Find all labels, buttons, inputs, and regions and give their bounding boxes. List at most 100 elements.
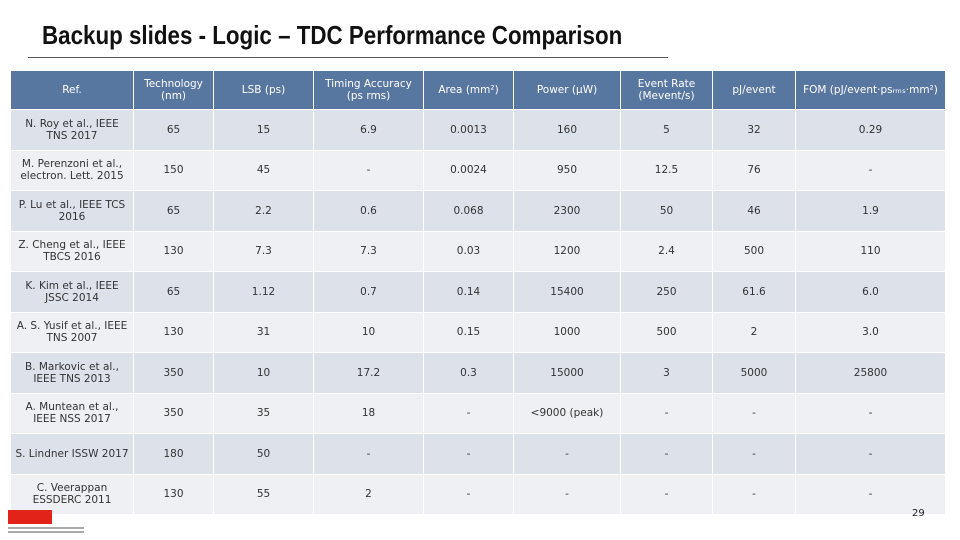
data-cell: -	[620, 392, 713, 434]
data-cell: -	[795, 149, 946, 191]
data-cell: 32	[712, 109, 796, 151]
ref-cell: N. Roy et al., IEEE TNS 2017	[10, 109, 134, 151]
header-cell: Timing Accuracy (ps rms)	[313, 70, 424, 110]
data-cell: 45	[213, 149, 314, 191]
data-cell: 130	[133, 230, 214, 272]
data-cell: 1.12	[213, 271, 314, 313]
data-cell: 160	[513, 109, 621, 151]
data-cell: 1000	[513, 311, 621, 353]
table-row: N. Roy et al., IEEE TNS 2017 65 15 6.9 0.001…	[10, 109, 946, 151]
table-row: A. S. Yusif et al., IEEE TNS 2007 130 31 10…	[10, 311, 946, 353]
ref-cell: C. Veerappan ESSDERC 2011	[10, 473, 134, 515]
ref-cell: A. Muntean et al., IEEE NSS 2017	[10, 392, 134, 434]
ref-cell: A. S. Yusif et al., IEEE TNS 2007	[10, 311, 134, 353]
data-cell: -	[313, 433, 424, 475]
data-cell: 61.6	[712, 271, 796, 313]
data-cell: 35	[213, 392, 314, 434]
data-cell: 0.03	[423, 230, 514, 272]
data-cell: <9000 (peak)	[513, 392, 621, 434]
data-cell: 2	[712, 311, 796, 353]
data-cell: 15	[213, 109, 314, 151]
data-cell: 50	[213, 433, 314, 475]
page-number: 29	[912, 508, 925, 519]
table-header: Ref. Technology (nm) LSB (ps) Timing Accura…	[10, 70, 946, 110]
data-cell: 55	[213, 473, 314, 515]
table-row: A. Muntean et al., IEEE NSS 2017 350 35 18-…	[10, 392, 946, 434]
ref-cell: B. Markovic et al., IEEE TNS 2013	[10, 352, 134, 394]
data-cell: 6.0	[795, 271, 946, 313]
data-cell: 2	[313, 473, 424, 515]
data-cell: 0.068	[423, 190, 514, 232]
data-cell: 76	[712, 149, 796, 191]
header-cell: FOM (pJ/event·psᵣₘₛ·mm²)	[795, 70, 946, 110]
data-cell: 25800	[795, 352, 946, 394]
data-cell: -	[423, 392, 514, 434]
data-cell: 130	[133, 473, 214, 515]
data-cell: -	[795, 473, 946, 515]
header-cell: pJ/event	[712, 70, 796, 110]
ref-cell: S. Lindner ISSW 2017	[10, 433, 134, 475]
slide-title: Backup slides - Logic – TDC Performance …	[42, 20, 623, 50]
header-row: Ref. Technology (nm) LSB (ps) Timing Accura…	[10, 70, 946, 110]
data-cell: 65	[133, 271, 214, 313]
data-cell: 3	[620, 352, 713, 394]
logo	[8, 510, 84, 533]
header-cell: Technology (nm)	[133, 70, 214, 110]
header-cell: LSB (ps)	[213, 70, 314, 110]
data-cell: -	[513, 473, 621, 515]
data-cell: 65	[133, 109, 214, 151]
data-cell: 500	[712, 230, 796, 272]
data-cell: 350	[133, 392, 214, 434]
data-cell: 3.0	[795, 311, 946, 353]
data-cell: 150	[133, 149, 214, 191]
data-cell: 2.4	[620, 230, 713, 272]
table-row: M. Perenzoni et al., electron. Lett. 201…	[10, 149, 946, 191]
table-row: S. Lindner ISSW 2017 180 50- - - - - -	[10, 433, 946, 475]
data-cell: -	[712, 392, 796, 434]
data-cell: 110	[795, 230, 946, 272]
data-cell: 500	[620, 311, 713, 353]
data-cell: 65	[133, 190, 214, 232]
data-cell: 350	[133, 352, 214, 394]
data-cell: 1.9	[795, 190, 946, 232]
data-cell: 0.0013	[423, 109, 514, 151]
data-cell: 180	[133, 433, 214, 475]
data-cell: 0.3	[423, 352, 514, 394]
title-rule	[28, 57, 668, 58]
data-cell: 7.3	[213, 230, 314, 272]
header-cell: Power (μW)	[513, 70, 621, 110]
data-cell: 31	[213, 311, 314, 353]
data-cell: 46	[712, 190, 796, 232]
table-row: K. Kim et al., IEEE JSSC 2014 65 1.12 0.7 0.…	[10, 271, 946, 313]
data-cell: 2.2	[213, 190, 314, 232]
data-cell: 0.29	[795, 109, 946, 151]
comparison-table: Ref. Technology (nm) LSB (ps) Timing Accura…	[10, 70, 946, 515]
data-cell: 0.14	[423, 271, 514, 313]
data-cell: 7.3	[313, 230, 424, 272]
data-cell: 250	[620, 271, 713, 313]
header-cell: Ref.	[10, 70, 134, 110]
data-cell: -	[795, 392, 946, 434]
data-cell: -	[620, 433, 713, 475]
data-cell: -	[423, 473, 514, 515]
data-cell: -	[620, 473, 713, 515]
data-cell: 18	[313, 392, 424, 434]
data-cell: 1200	[513, 230, 621, 272]
data-cell: 17.2	[313, 352, 424, 394]
data-cell: 10	[313, 311, 424, 353]
data-cell: -	[513, 433, 621, 475]
data-cell: 130	[133, 311, 214, 353]
data-cell: 0.0024	[423, 149, 514, 191]
data-cell: 6.9	[313, 109, 424, 151]
data-cell: -	[313, 149, 424, 191]
table-body: N. Roy et al., IEEE TNS 2017 65 15 6.9 0.001…	[10, 109, 946, 515]
table-row: C. Veerappan ESSDERC 2011 130 55 2- - - - -	[10, 473, 946, 515]
ref-cell: P. Lu et al., IEEE TCS 2016	[10, 190, 134, 232]
data-cell: -	[795, 433, 946, 475]
data-cell: 50	[620, 190, 713, 232]
table-row: B. Markovic et al., IEEE TNS 2013 350 10 17…	[10, 352, 946, 394]
table-row: Z. Cheng et al., IEEE TBCS 2016 130 7.3 7.3…	[10, 230, 946, 272]
data-cell: 12.5	[620, 149, 713, 191]
header-cell: Area (mm²)	[423, 70, 514, 110]
